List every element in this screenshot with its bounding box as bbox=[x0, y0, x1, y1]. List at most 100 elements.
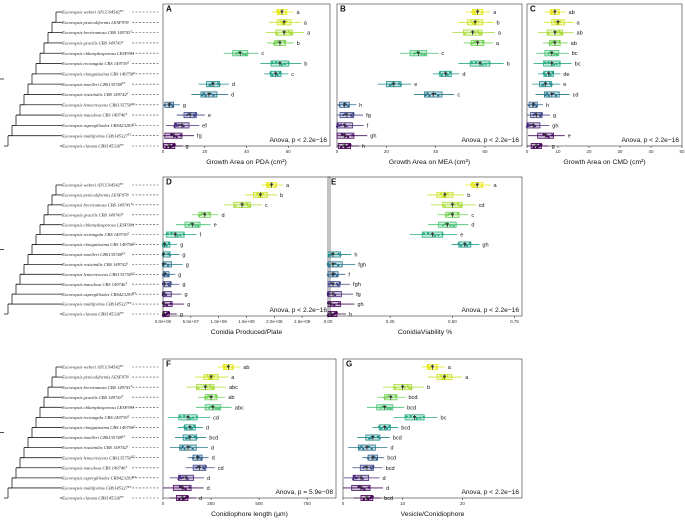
mean-marker bbox=[430, 365, 435, 369]
data-point bbox=[453, 203, 456, 206]
data-point bbox=[426, 92, 429, 95]
significance-letter: d bbox=[231, 92, 234, 98]
data-point bbox=[167, 242, 171, 245]
data-point bbox=[527, 124, 531, 127]
data-point bbox=[379, 427, 383, 430]
data-point bbox=[362, 447, 365, 451]
mean-marker bbox=[203, 385, 208, 389]
significance-letter: g bbox=[180, 243, 183, 249]
x-tick-label: 0.75 bbox=[510, 319, 519, 324]
data-point bbox=[443, 204, 446, 207]
data-point bbox=[468, 242, 472, 245]
data-point bbox=[284, 11, 288, 14]
mean-marker bbox=[553, 31, 557, 35]
mean-marker bbox=[328, 302, 333, 306]
significance-letter: g bbox=[182, 252, 185, 258]
mean-marker bbox=[280, 10, 284, 14]
data-point bbox=[283, 62, 287, 66]
phylogeny-tree-3: Escovopsis weberi ATCC64542ET Escovopsis … bbox=[0, 364, 160, 501]
data-point bbox=[336, 122, 339, 126]
species-type-mark: T bbox=[125, 465, 127, 469]
data-point bbox=[267, 184, 270, 188]
x-tick-label: 0.50 bbox=[448, 319, 457, 324]
data-point bbox=[457, 242, 460, 246]
data-point bbox=[549, 10, 552, 13]
data-point bbox=[540, 112, 544, 115]
mean-marker bbox=[188, 113, 192, 117]
data-point bbox=[439, 375, 442, 378]
data-point bbox=[349, 143, 352, 147]
significance-letter: g bbox=[182, 282, 185, 288]
significance-letter: g bbox=[553, 113, 556, 119]
mean-marker bbox=[553, 10, 557, 14]
data-point bbox=[195, 436, 198, 440]
data-point bbox=[472, 184, 475, 188]
data-point bbox=[338, 281, 342, 285]
data-point bbox=[169, 281, 172, 285]
significance-letter: e bbox=[568, 134, 571, 140]
species-label: Escovopsis elongatissima CBS 149750T bbox=[61, 242, 135, 248]
data-point bbox=[346, 135, 350, 139]
mean-marker bbox=[345, 113, 349, 117]
data-point bbox=[527, 104, 531, 107]
data-point bbox=[472, 41, 475, 45]
species-type-mark: T bbox=[122, 394, 124, 398]
data-point bbox=[338, 104, 341, 107]
data-point bbox=[201, 93, 204, 97]
data-point bbox=[347, 104, 350, 108]
mean-marker bbox=[553, 41, 557, 45]
data-point bbox=[273, 42, 276, 45]
data-point bbox=[335, 311, 338, 315]
data-point bbox=[371, 495, 374, 499]
species-type-mark: ET bbox=[120, 9, 124, 13]
mean-marker bbox=[162, 292, 166, 296]
significance-letter: d bbox=[390, 446, 393, 452]
data-point bbox=[173, 143, 176, 147]
x-tick-label: 10 bbox=[555, 149, 561, 154]
mean-marker bbox=[162, 272, 167, 276]
species-type-mark: T bbox=[133, 71, 135, 75]
species-label: Escovopsis aspergilloides CBS423293ET bbox=[61, 291, 136, 297]
data-point bbox=[271, 73, 274, 77]
data-point bbox=[192, 416, 195, 419]
significance-letter: bcd bbox=[387, 456, 396, 462]
data-point bbox=[555, 22, 558, 25]
species-label: Escovopsis peniculiformis LESF978 bbox=[61, 193, 129, 198]
data-point bbox=[538, 113, 541, 116]
data-point bbox=[244, 53, 247, 56]
mean-marker bbox=[442, 375, 447, 379]
data-point bbox=[241, 52, 245, 56]
x-tick-label: 20 bbox=[384, 149, 390, 154]
data-point bbox=[550, 11, 554, 15]
data-point bbox=[179, 134, 182, 137]
data-point bbox=[340, 133, 344, 136]
data-point bbox=[397, 82, 401, 85]
species-label: Escovopsis breviramosa CBS 149741T bbox=[61, 384, 133, 390]
anova-annotation: Anova, p < 2.2e−16 bbox=[461, 307, 519, 314]
species-type-mark: T bbox=[127, 91, 129, 95]
data-point bbox=[426, 232, 430, 235]
species-label: Escovopsis rosisimilis CBS 149742T bbox=[61, 261, 129, 267]
data-point bbox=[277, 11, 281, 15]
data-point bbox=[423, 53, 426, 56]
mean-marker bbox=[443, 193, 447, 197]
x-tick-label: 20 bbox=[202, 149, 208, 154]
data-point bbox=[218, 83, 221, 86]
data-point bbox=[178, 485, 182, 488]
mean-marker bbox=[190, 223, 195, 227]
data-point bbox=[449, 71, 452, 74]
significance-letter: ab bbox=[571, 41, 577, 47]
data-point bbox=[393, 386, 397, 390]
species-label: Escovopsis clavata CBS145326ET bbox=[61, 495, 124, 501]
anova-annotation: Anova, p = 5.9e−08 bbox=[275, 489, 333, 496]
data-point bbox=[338, 124, 341, 127]
data-point bbox=[166, 232, 170, 236]
mean-marker bbox=[238, 51, 243, 55]
mean-marker bbox=[342, 144, 347, 148]
data-point bbox=[276, 73, 279, 77]
data-point bbox=[553, 20, 556, 23]
data-point bbox=[352, 112, 355, 115]
mean-marker bbox=[188, 436, 192, 440]
data-point bbox=[386, 406, 389, 410]
mean-marker bbox=[478, 62, 482, 66]
